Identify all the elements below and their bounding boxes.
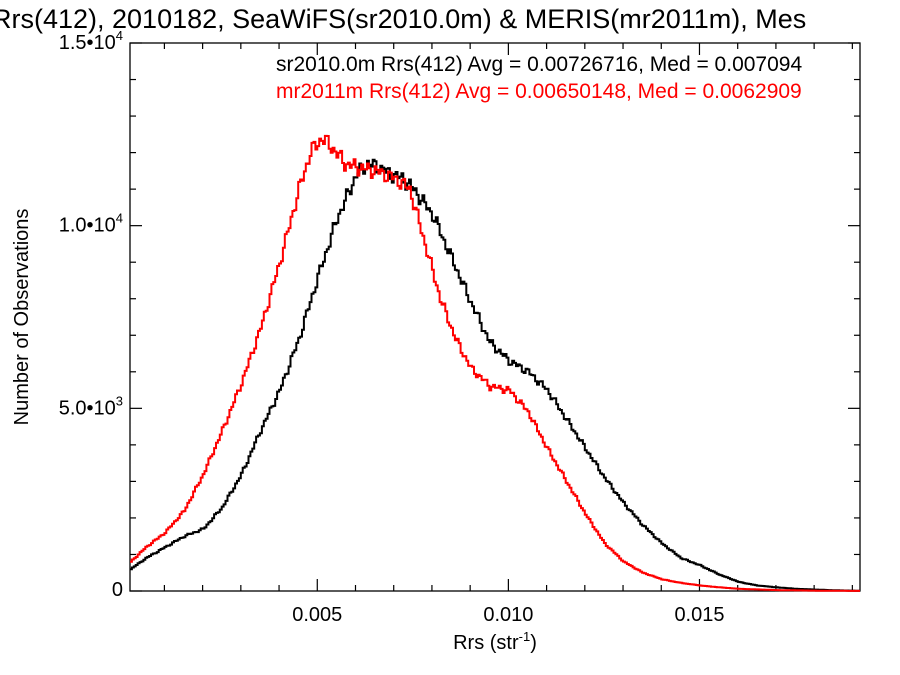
x-tick-labels: 0.005 0.010 0.015: [292, 604, 724, 626]
legend-entry-sr2010: sr2010.0m Rrs(412) Avg = 0.00726716, Med…: [276, 53, 802, 76]
chart-title: Rrs(412), 2010182, SeaWiFS(sr2010.0m) & …: [0, 4, 806, 34]
plot-frame: [129, 42, 861, 592]
x-axis-label: Rrs (str-1): [453, 629, 537, 654]
y-tick-label: 1.5•104: [59, 28, 123, 54]
y-tick-labels: 0 5.0•103 1.0•104 1.5•104: [59, 28, 123, 601]
series-line-mr2011m: [130, 134, 860, 592]
y-axis-label: Number of Observations: [11, 209, 33, 426]
series-line-sr2010.0m: [130, 158, 860, 592]
legend-entry-mr2011m: mr2011m Rrs(412) Avg = 0.00650148, Med =…: [276, 80, 802, 103]
y-tick-label: 1.0•104: [59, 211, 123, 237]
x-tick-label: 0.015: [674, 604, 724, 626]
series-layer: [130, 134, 860, 592]
x-tick-label: 0.010: [483, 604, 533, 626]
y-tick-label: 5.0•103: [59, 393, 123, 419]
x-tick-label: 0.005: [292, 604, 342, 626]
y-tick-label: 0: [112, 579, 123, 601]
axis-ticks: [130, 42, 860, 592]
